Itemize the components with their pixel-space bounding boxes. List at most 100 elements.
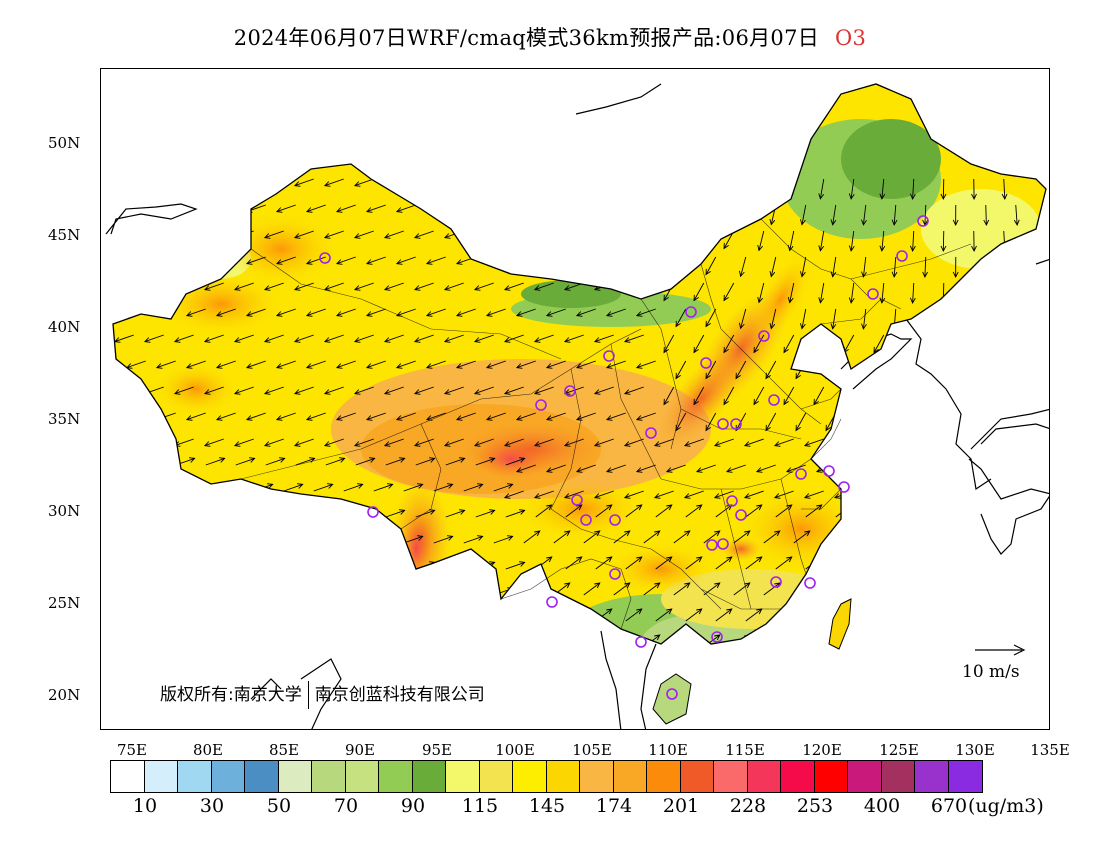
wind-arrow	[1015, 308, 1018, 329]
wind-arrow-head	[983, 271, 990, 278]
wind-arrow	[505, 509, 525, 518]
wind-arrow-head	[885, 424, 891, 432]
wind-arrow	[324, 386, 344, 395]
station-marker-icon[interactable]	[319, 252, 331, 264]
wind-arrow-head	[624, 582, 631, 589]
station-marker-icon[interactable]	[635, 636, 647, 648]
wind-arrow-head	[996, 608, 1003, 615]
wind-arrow	[996, 464, 1016, 473]
wind-arrow	[985, 308, 987, 330]
monitoring-stations	[319, 215, 929, 700]
wind-arrow-head	[339, 561, 346, 567]
station-marker-icon[interactable]	[717, 538, 729, 550]
station-marker-icon[interactable]	[645, 427, 657, 439]
wind-arrow-head	[249, 613, 256, 619]
station-marker-icon[interactable]	[580, 514, 592, 526]
wind-arrow	[475, 457, 495, 466]
lon-label-90e: 90E	[344, 741, 376, 759]
wind-arrow-head	[683, 441, 691, 447]
wind-arrow	[193, 535, 213, 544]
wind-arrow	[126, 360, 146, 369]
wind-arrow	[913, 530, 931, 544]
wind-arrow	[594, 386, 614, 395]
wind-arrow-head	[696, 504, 703, 511]
station-marker-icon[interactable]	[535, 399, 547, 411]
wind-arrow	[306, 308, 326, 317]
wind-arrow-head	[417, 535, 424, 541]
station-marker-icon[interactable]	[795, 468, 807, 480]
map-panel[interactable]	[100, 68, 1050, 730]
wind-arrow-head	[159, 613, 166, 619]
wind-arrow	[523, 530, 541, 544]
station-marker-icon[interactable]	[685, 306, 697, 318]
station-marker-icon[interactable]	[867, 288, 879, 300]
station-marker-icon[interactable]	[609, 568, 621, 580]
wind-arrow	[564, 282, 584, 291]
wind-arrow	[789, 230, 795, 251]
wind-arrow-head	[395, 207, 403, 213]
wind-arrow-head	[459, 509, 466, 515]
wind-arrow	[415, 457, 435, 466]
station-marker-icon[interactable]	[609, 514, 621, 526]
wind-arrow	[504, 230, 524, 239]
station-marker-icon[interactable]	[735, 509, 747, 521]
station-marker-icon[interactable]	[546, 596, 558, 608]
wind-arrow-head	[723, 242, 729, 250]
wind-arrow	[624, 230, 644, 239]
station-marker-icon[interactable]	[711, 631, 723, 643]
wind-arrow-head	[353, 337, 361, 343]
wind-arrow-head	[455, 363, 463, 369]
wind-arrow	[426, 204, 446, 213]
wind-arrow	[594, 230, 614, 239]
station-marker-icon[interactable]	[367, 506, 379, 518]
wind-arrow-head	[593, 441, 601, 447]
wind-arrow	[133, 483, 153, 492]
station-marker-icon[interactable]	[770, 576, 782, 588]
station-marker-icon[interactable]	[768, 394, 780, 406]
station-marker-icon[interactable]	[564, 385, 576, 397]
station-marker-icon[interactable]	[730, 418, 742, 430]
wind-arrow	[343, 587, 363, 596]
wind-arrow	[774, 490, 794, 499]
station-marker-icon[interactable]	[838, 481, 850, 493]
wind-arrow-head	[945, 372, 951, 380]
wind-arrow-head	[113, 441, 121, 447]
wind-arrow	[973, 530, 991, 544]
station-marker-icon[interactable]	[804, 577, 816, 589]
station-marker-icon[interactable]	[603, 350, 615, 362]
wind-arrow	[693, 230, 705, 249]
wind-arrow-head	[575, 415, 583, 421]
station-marker-icon[interactable]	[717, 418, 729, 430]
station-marker-icon[interactable]	[706, 539, 718, 551]
wind-arrow	[576, 308, 596, 317]
station-marker-icon[interactable]	[571, 494, 583, 506]
wind-arrow-head	[563, 493, 571, 499]
wind-arrow	[865, 556, 883, 570]
wind-arrow-head	[635, 363, 643, 369]
station-marker-icon[interactable]	[666, 688, 678, 700]
station-marker-icon[interactable]	[896, 250, 908, 262]
colorbar-swatch	[915, 761, 949, 792]
wind-arrow-head	[387, 639, 394, 644]
station-marker-icon[interactable]	[700, 357, 712, 369]
wind-arrow-head	[774, 634, 781, 641]
wind-arrow-head	[447, 639, 454, 644]
wind-arrow	[963, 334, 975, 353]
station-marker-icon[interactable]	[823, 465, 835, 477]
wind-arrow-head	[995, 467, 1003, 473]
lat-label-50n: 50N	[48, 134, 81, 152]
station-marker-icon[interactable]	[758, 330, 770, 342]
wind-arrow	[675, 360, 687, 379]
wind-arrow	[696, 464, 716, 473]
wind-arrow-head	[245, 259, 253, 265]
wind-arrow-head	[173, 181, 181, 187]
station-marker-icon[interactable]	[726, 495, 738, 507]
station-marker-icon[interactable]	[917, 215, 929, 227]
ozone-map[interactable]	[101, 69, 1050, 730]
wind-arrow	[384, 334, 404, 343]
wind-arrow-head	[507, 535, 514, 541]
wind-arrow	[553, 530, 571, 544]
wind-arrow	[384, 230, 404, 239]
wind-arrow	[474, 230, 494, 239]
wind-arrow	[486, 308, 506, 317]
